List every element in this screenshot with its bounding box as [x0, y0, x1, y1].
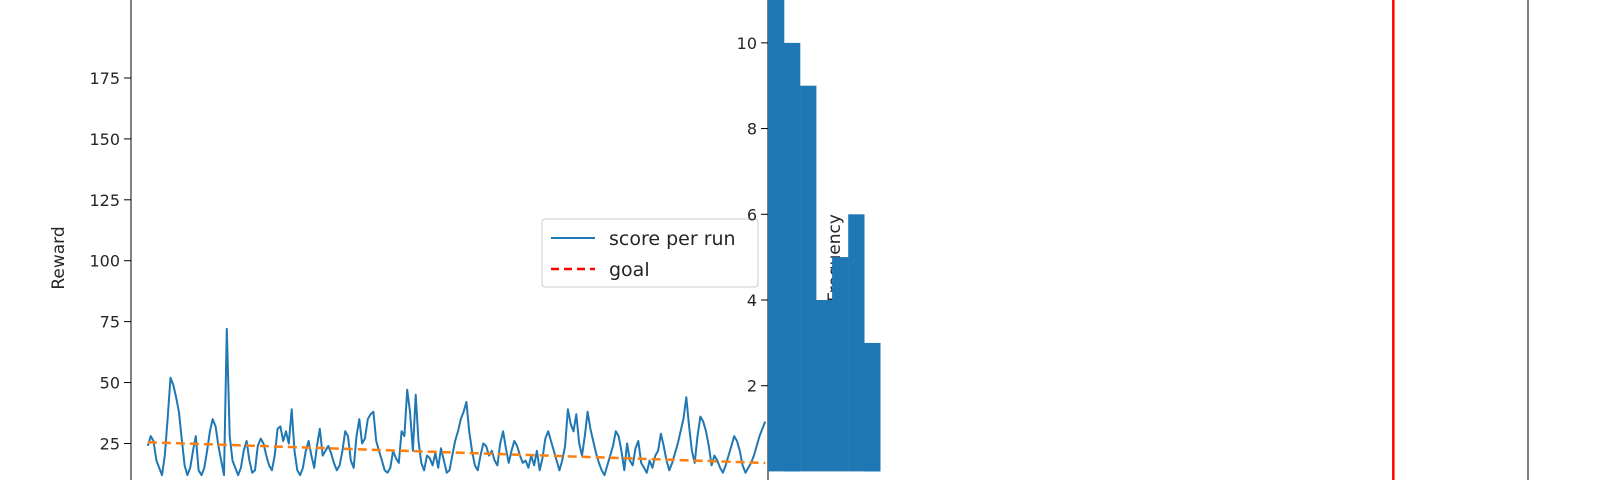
legend-goal-label: goal: [609, 259, 650, 281]
right-y-tick-label: 8: [747, 120, 757, 139]
right-y-tick-label: 6: [747, 205, 757, 224]
right-y-ticks: 2 4 6 8 10: [737, 34, 768, 396]
right-y-tick-label: 4: [747, 291, 757, 310]
histogram-bar: [784, 42, 801, 472]
left-y-axis-label: Reward: [49, 226, 69, 289]
legend: score per run goal: [541, 218, 759, 288]
left-y-tick-label: 75: [100, 313, 120, 332]
left-y-tick-label: 175: [89, 69, 120, 88]
left-y-tick-label: 25: [100, 434, 120, 453]
histogram-bar: [768, 0, 785, 472]
histogram-bar: [848, 214, 865, 472]
score-line-chart: 25 50 75 100 125 150 175 Reward score per run …: [49, 0, 769, 480]
left-series: [146, 327, 767, 477]
left-y-ticks: 25 50 75 100 125 150 175: [89, 69, 131, 453]
right-y-tick-label: 10: [737, 34, 757, 53]
histogram-bar: [832, 257, 849, 472]
left-y-tick-label: 125: [89, 191, 120, 210]
right-y-tick-label: 2: [747, 377, 757, 396]
histogram-bar: [800, 85, 817, 472]
score-per-run-line: [146, 327, 767, 477]
trend-line: [147, 440, 766, 465]
histogram-bars: [768, 0, 881, 472]
histogram-bar: [864, 342, 881, 472]
legend-score-label: score per run: [609, 228, 736, 250]
left-y-tick-label: 100: [89, 252, 120, 271]
legend-frame: [541, 218, 759, 288]
left-y-tick-label: 150: [89, 130, 120, 149]
left-y-tick-label: 50: [100, 374, 120, 393]
histogram-bar: [816, 300, 833, 472]
